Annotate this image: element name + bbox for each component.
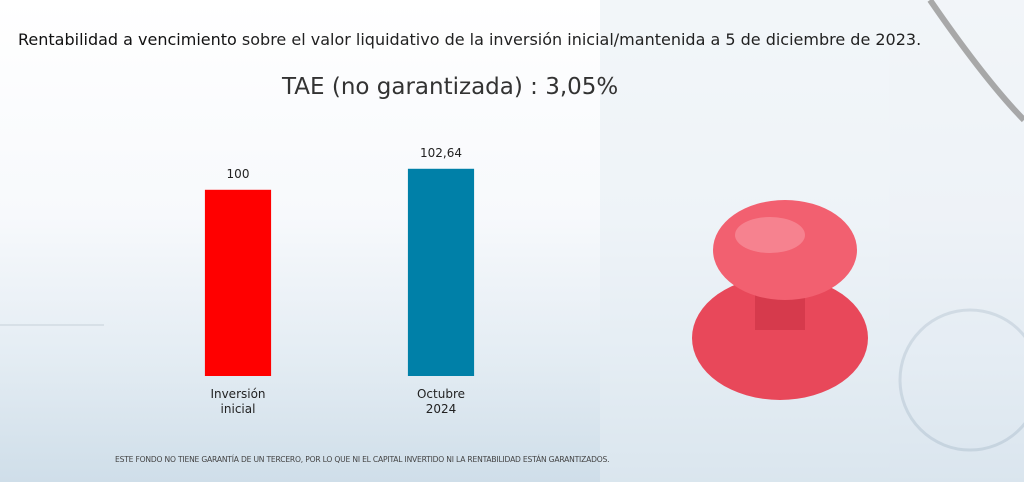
chart-title: TAE (no garantizada) : 3,05%	[282, 74, 619, 100]
title-rest: sobre el valor liquidativo de la inversi…	[241, 30, 922, 49]
x-tick-label: Octubre 2024	[416, 387, 466, 416]
footnote: ESTE FONDO NO TIENE GARANTÍA DE UN TERCE…	[115, 455, 610, 464]
title-lead: Rentabilidad a vencimiento	[18, 30, 237, 49]
value-label: 100	[227, 167, 250, 181]
pushpin	[692, 200, 868, 400]
bar	[407, 168, 475, 376]
bar	[204, 189, 272, 376]
header-title: Rentabilidad a vencimiento sobre el valo…	[18, 30, 921, 49]
value-label: 102,64	[420, 146, 462, 160]
x-tick-label: Inversión inicial	[210, 387, 266, 416]
